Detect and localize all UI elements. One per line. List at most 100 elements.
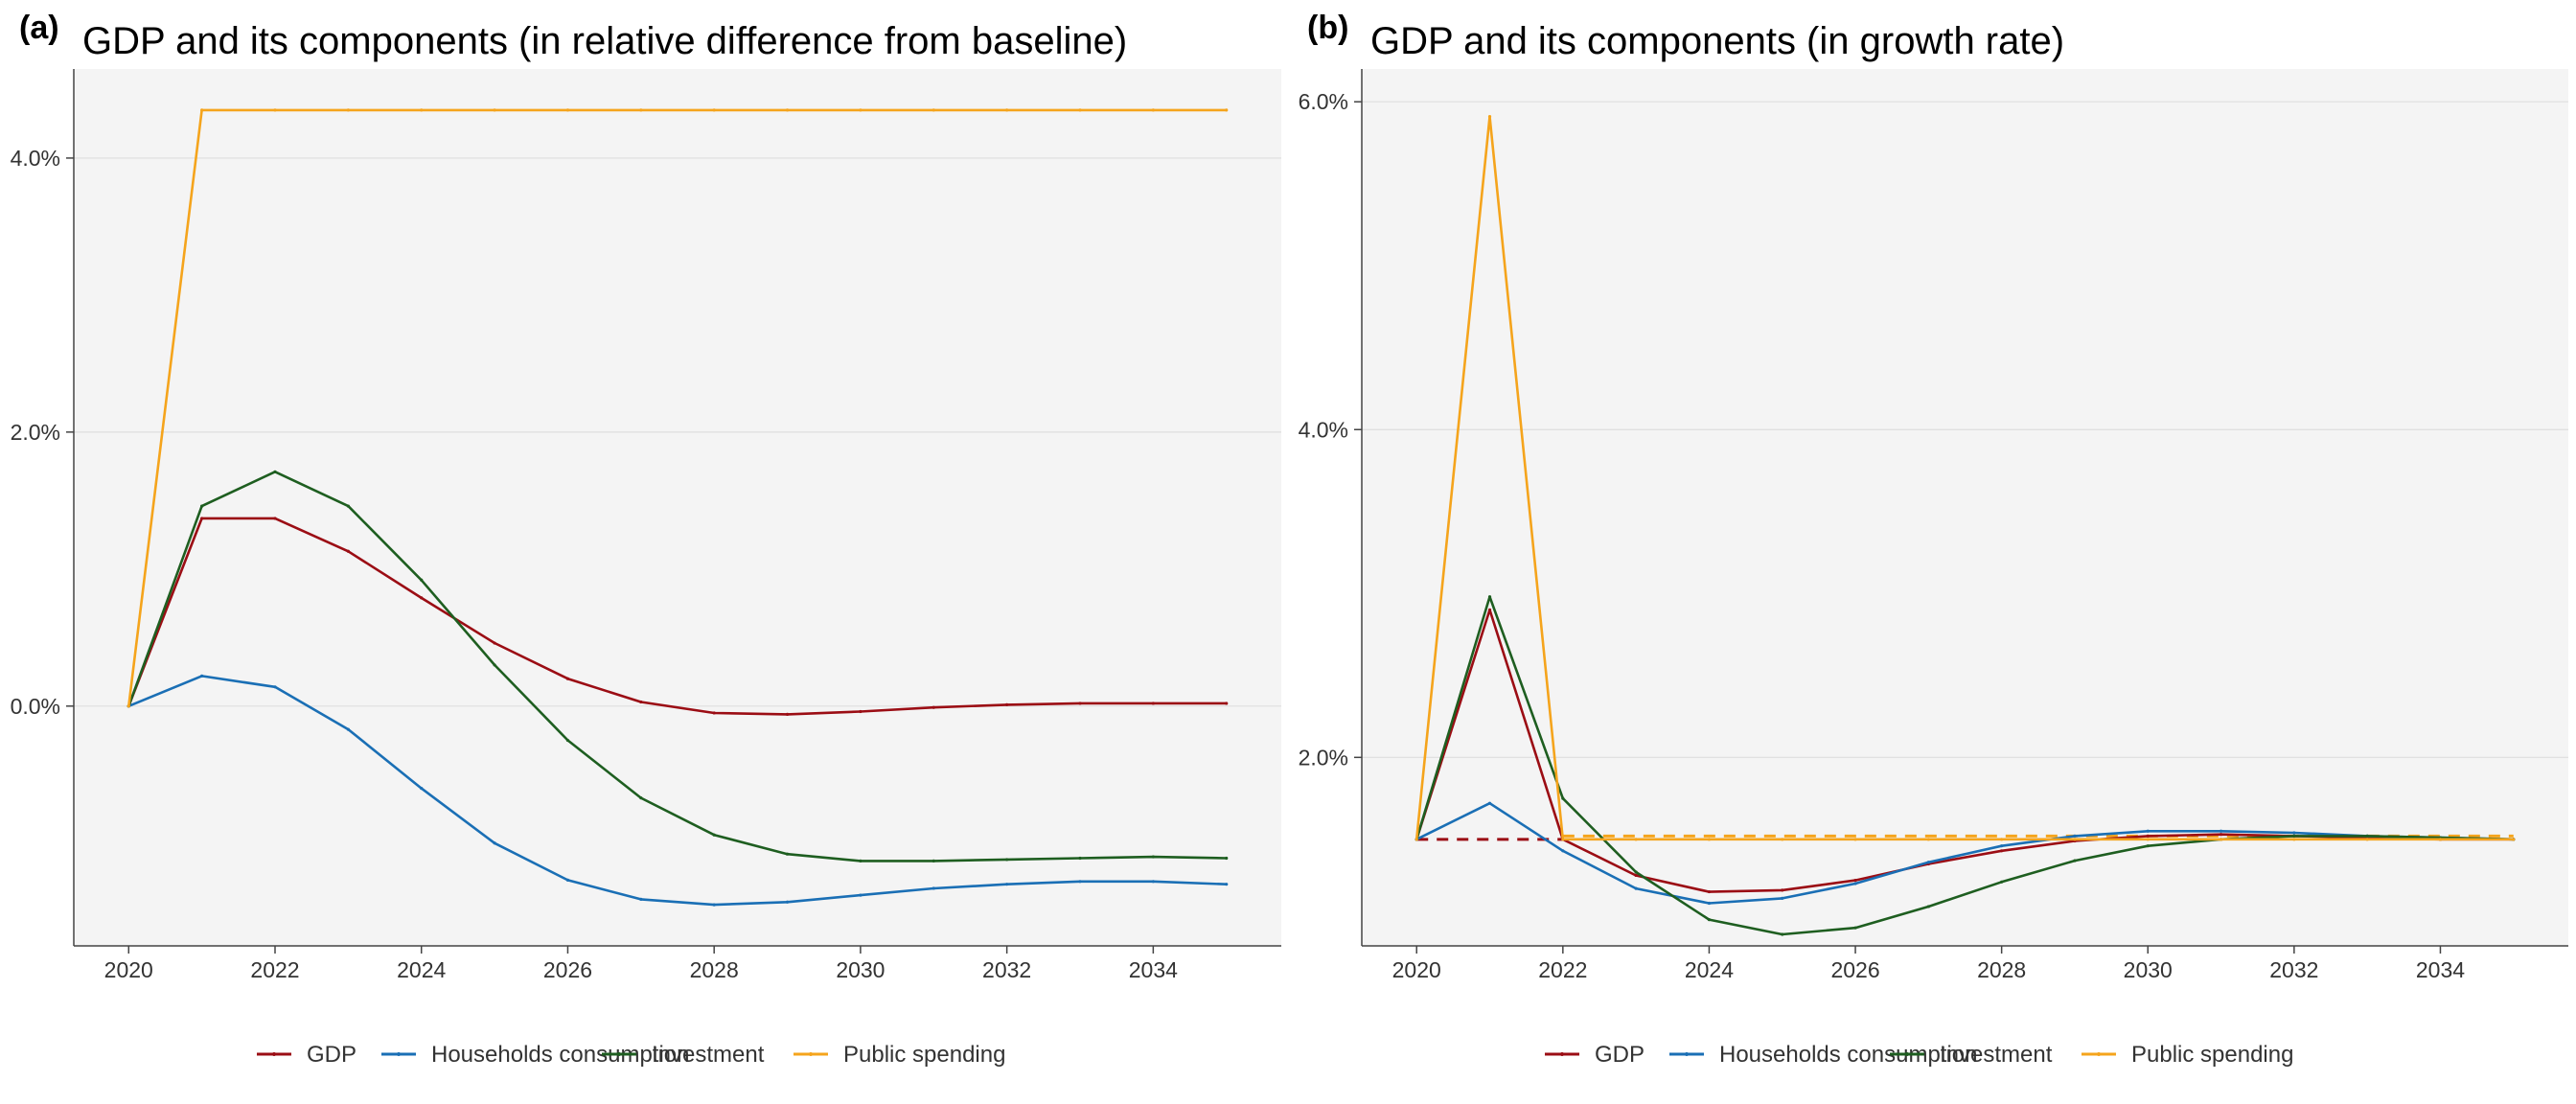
series-line-households-consumption bbox=[1414, 801, 2516, 905]
data-point-public-spending bbox=[2073, 838, 2077, 841]
data-point-gdp bbox=[1151, 702, 1155, 705]
panel-a-y-ticks: 0.0% 2.0% 4.0% bbox=[11, 146, 74, 719]
data-point-public-spending bbox=[2438, 838, 2443, 841]
data-point-households-consumption bbox=[785, 900, 790, 904]
x-tick-label: 2032 bbox=[982, 957, 1031, 982]
data-point-investment bbox=[2073, 859, 2077, 862]
data-point-investment bbox=[346, 504, 350, 508]
data-point-investment bbox=[1853, 926, 1857, 930]
data-point-public-spending bbox=[565, 108, 570, 112]
y-tick-label: 6.0% bbox=[1299, 89, 1348, 114]
data-point-public-spending bbox=[1487, 114, 1492, 119]
data-point-public-spending bbox=[200, 108, 204, 112]
data-point-households-consumption bbox=[1078, 880, 1082, 884]
data-point-investment bbox=[1225, 856, 1229, 861]
data-point-public-spending bbox=[785, 108, 790, 112]
data-point-households-consumption bbox=[1225, 883, 1229, 886]
x-tick-label: 2024 bbox=[397, 957, 446, 982]
data-point-public-spending bbox=[1926, 838, 1930, 841]
legend-label: Households consumption bbox=[431, 1042, 690, 1068]
legend-label: Investment bbox=[652, 1042, 765, 1068]
series-line-public-spending bbox=[1414, 115, 2516, 841]
data-point-households-consumption bbox=[200, 674, 204, 678]
x-tick-label: 2032 bbox=[2269, 957, 2318, 982]
data-point-gdp bbox=[2000, 849, 2004, 853]
series-line-investment bbox=[1414, 595, 2516, 936]
panel-b-title: GDP and its components (in growth rate) bbox=[1370, 20, 2064, 62]
data-point-gdp bbox=[273, 517, 277, 520]
data-point-households-consumption bbox=[1151, 880, 1155, 884]
data-point-households-consumption bbox=[712, 903, 716, 907]
data-point-gdp bbox=[346, 549, 350, 553]
data-point-investment bbox=[932, 859, 935, 862]
panel-b-series-lines bbox=[1414, 114, 2516, 936]
data-point-public-spending bbox=[1005, 108, 1009, 112]
data-point-public-spending bbox=[932, 108, 935, 112]
legend-item-public-spending: Public spending bbox=[2082, 1042, 2293, 1068]
panel-a-gridlines bbox=[74, 157, 1281, 707]
legend-item-gdp: GDP bbox=[1545, 1042, 1644, 1068]
data-point-investment bbox=[2365, 834, 2369, 839]
data-point-gdp bbox=[639, 700, 643, 704]
series-line-public-spending bbox=[127, 108, 1228, 708]
data-point-households-consumption bbox=[932, 886, 935, 890]
legend-label: GDP bbox=[1595, 1042, 1644, 1068]
panel-b-letter: (b) bbox=[1307, 10, 1348, 46]
data-point-gdp bbox=[1853, 878, 1857, 883]
x-tick-label: 2026 bbox=[1830, 957, 1879, 982]
data-point-public-spending bbox=[2146, 838, 2150, 841]
data-point-investment bbox=[1781, 932, 1784, 936]
data-point-public-spending bbox=[1707, 838, 1712, 841]
series-line-investment bbox=[127, 470, 1228, 862]
y-tick-label: 4.0% bbox=[11, 146, 60, 171]
legend-swatch-point bbox=[397, 1052, 401, 1056]
data-point-households-consumption bbox=[1853, 882, 1857, 886]
x-tick-label: 2030 bbox=[836, 957, 885, 982]
data-point-investment bbox=[785, 852, 790, 856]
data-point-households-consumption bbox=[1781, 896, 1784, 901]
panel-a-title: GDP and its components (in relative diff… bbox=[82, 20, 1127, 62]
data-point-investment bbox=[1078, 856, 1082, 861]
data-point-households-consumption bbox=[273, 685, 277, 689]
data-point-public-spending bbox=[1561, 838, 1565, 841]
x-tick-label: 2034 bbox=[1129, 957, 1178, 982]
series-line-households-consumption bbox=[127, 675, 1228, 907]
data-point-households-consumption bbox=[1005, 883, 1009, 886]
data-point-gdp bbox=[200, 517, 204, 520]
data-point-investment bbox=[1634, 870, 1638, 874]
legend-item-households-consumption: Households consumption bbox=[1669, 1042, 1978, 1068]
data-point-public-spending bbox=[712, 108, 716, 112]
x-tick-label: 2030 bbox=[2124, 957, 2173, 982]
data-point-investment bbox=[2146, 844, 2150, 848]
data-point-investment bbox=[1561, 796, 1565, 800]
data-point-gdp bbox=[1707, 889, 1712, 894]
data-point-households-consumption bbox=[2146, 829, 2150, 833]
x-tick-label: 2022 bbox=[1538, 957, 1587, 982]
panel-b: (b) GDP and its components (in growth ra… bbox=[1299, 10, 2568, 1068]
data-point-households-consumption bbox=[565, 878, 570, 882]
data-point-investment bbox=[712, 833, 716, 837]
x-tick-label: 2026 bbox=[543, 957, 592, 982]
x-tick-label: 2022 bbox=[250, 957, 299, 982]
data-point-gdp bbox=[420, 596, 424, 600]
legend-swatch-point bbox=[809, 1052, 813, 1056]
data-point-gdp bbox=[2146, 834, 2150, 839]
data-point-gdp bbox=[2219, 833, 2223, 837]
data-point-households-consumption bbox=[420, 786, 424, 791]
legend-item-public-spending: Public spending bbox=[794, 1042, 1005, 1068]
panel-a-plot-background bbox=[74, 69, 1281, 946]
legend-item-gdp: GDP bbox=[257, 1042, 356, 1068]
data-point-public-spending bbox=[2000, 838, 2004, 841]
data-point-gdp bbox=[932, 705, 935, 709]
data-point-gdp bbox=[565, 677, 570, 680]
data-point-households-consumption bbox=[2219, 829, 2223, 833]
panel-b-y-ticks: 2.0% 4.0% 6.0% bbox=[1299, 89, 1362, 770]
data-point-public-spending bbox=[859, 108, 862, 112]
data-point-public-spending bbox=[1781, 838, 1784, 841]
data-point-public-spending bbox=[639, 108, 643, 112]
data-point-public-spending bbox=[1634, 838, 1638, 841]
data-point-households-consumption bbox=[859, 893, 862, 897]
data-point-households-consumption bbox=[1561, 849, 1565, 853]
